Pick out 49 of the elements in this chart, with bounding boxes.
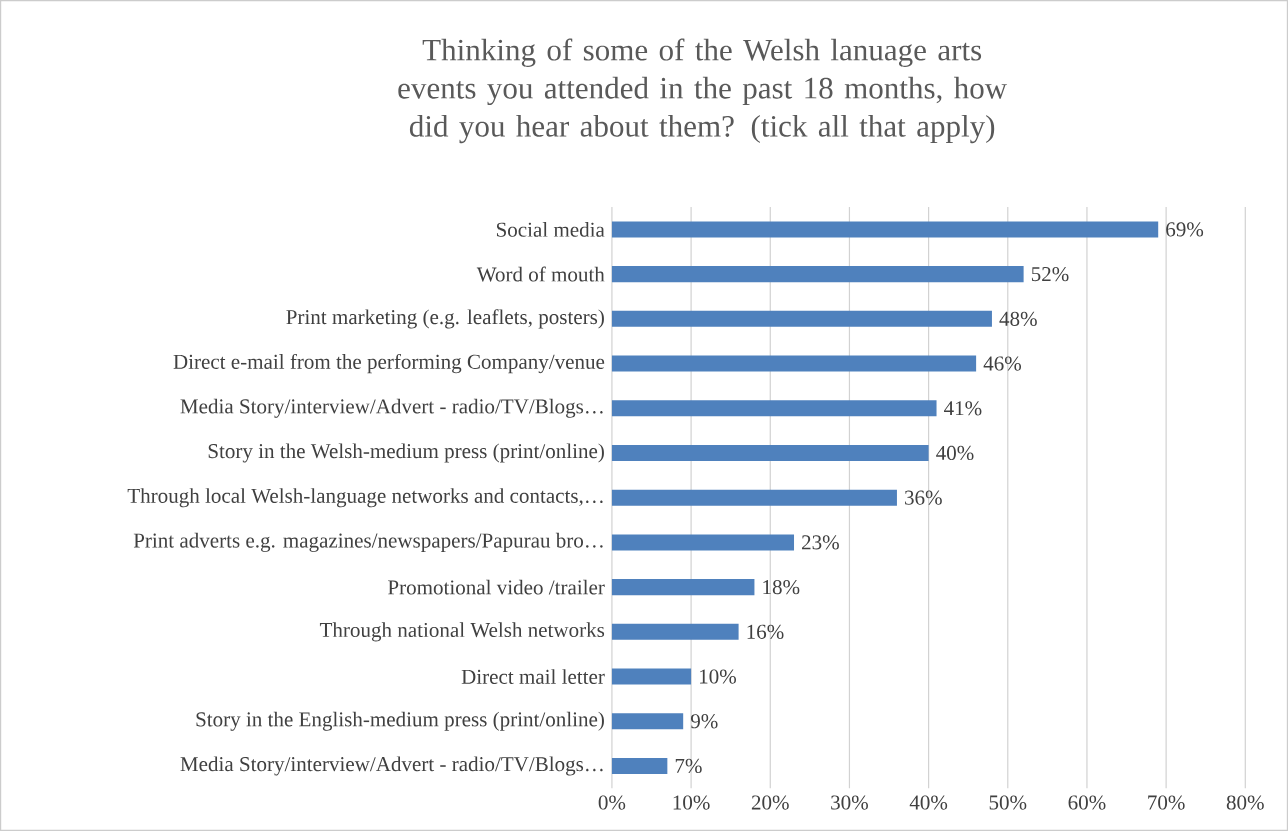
- data-label: 7%: [675, 758, 702, 774]
- y-tick-label: Direct e-mail from the performing Company/venue: [173, 353, 605, 374]
- data-label: 52%: [1031, 266, 1069, 282]
- bar: [611, 534, 795, 551]
- y-tick-label: Media Story/interview/Advert - radio/TV/Blogs…: [180, 756, 603, 776]
- bar: [611, 444, 929, 461]
- y-tick-label: Print marketing (e.g. leaflets, posters): [286, 309, 604, 329]
- x-tick-label: 10%: [673, 795, 710, 810]
- data-label: 46%: [983, 356, 1022, 371]
- y-tick-label: Print adverts e.g. magazines/newspapers/Papurau bro…: [133, 532, 603, 552]
- bar: [611, 400, 937, 417]
- y-tick-label: Through national Welsh networks: [319, 622, 605, 642]
- x-tick-label: 50%: [989, 795, 1027, 810]
- y-tick-label: Story in the English-medium press (print/online): [196, 711, 604, 731]
- x-tick-label: 0%: [598, 795, 626, 810]
- data-label: 23%: [802, 535, 839, 550]
- y-tick-label: Through local Welsh-language networks and contacts,…: [127, 488, 603, 508]
- data-label: 48%: [999, 311, 1037, 326]
- y-tick-label: Story in the Welsh-medium press (print/online): [208, 443, 604, 463]
- y-tick-label: Word of mouth: [476, 266, 605, 282]
- y-tick-label: Social media: [496, 222, 605, 237]
- x-tick-label: 30%: [831, 795, 868, 810]
- chart-title: Thinking of some of the Welsh lanuage arts events you attended in the past 18 months, how did you hear about them? (tick all that apply): [398, 38, 1008, 144]
- bar: [611, 355, 977, 372]
- data-label: 69%: [1166, 222, 1204, 237]
- data-label: 9%: [690, 714, 718, 729]
- y-tick-label: Promotional video /trailer: [388, 579, 605, 595]
- x-tick-label: 20%: [751, 795, 789, 810]
- bar: [611, 668, 692, 685]
- y-tick-label: Direct mail letter: [461, 669, 605, 684]
- bar: [611, 489, 897, 506]
- bar: [611, 579, 755, 596]
- data-label: 16%: [747, 624, 784, 639]
- data-label: 36%: [905, 490, 942, 505]
- data-label: 40%: [936, 445, 974, 461]
- x-tick-label: 80%: [1226, 795, 1264, 810]
- x-tick-label: 40%: [909, 795, 948, 810]
- y-tick-label: Media Story/interview/Advert - radio/TV/Blogs…: [180, 398, 603, 418]
- data-label: 10%: [700, 669, 737, 684]
- bar: [611, 310, 992, 327]
- data-label: 18%: [763, 579, 800, 595]
- x-tick-label: 60%: [1068, 795, 1106, 810]
- bar: [611, 757, 668, 774]
- bar: [611, 713, 684, 730]
- data-label: 41%: [944, 401, 982, 416]
- bar: [611, 623, 739, 640]
- bar: [611, 266, 1024, 283]
- x-tick-label: 70%: [1148, 795, 1185, 810]
- bar: [611, 221, 1159, 238]
